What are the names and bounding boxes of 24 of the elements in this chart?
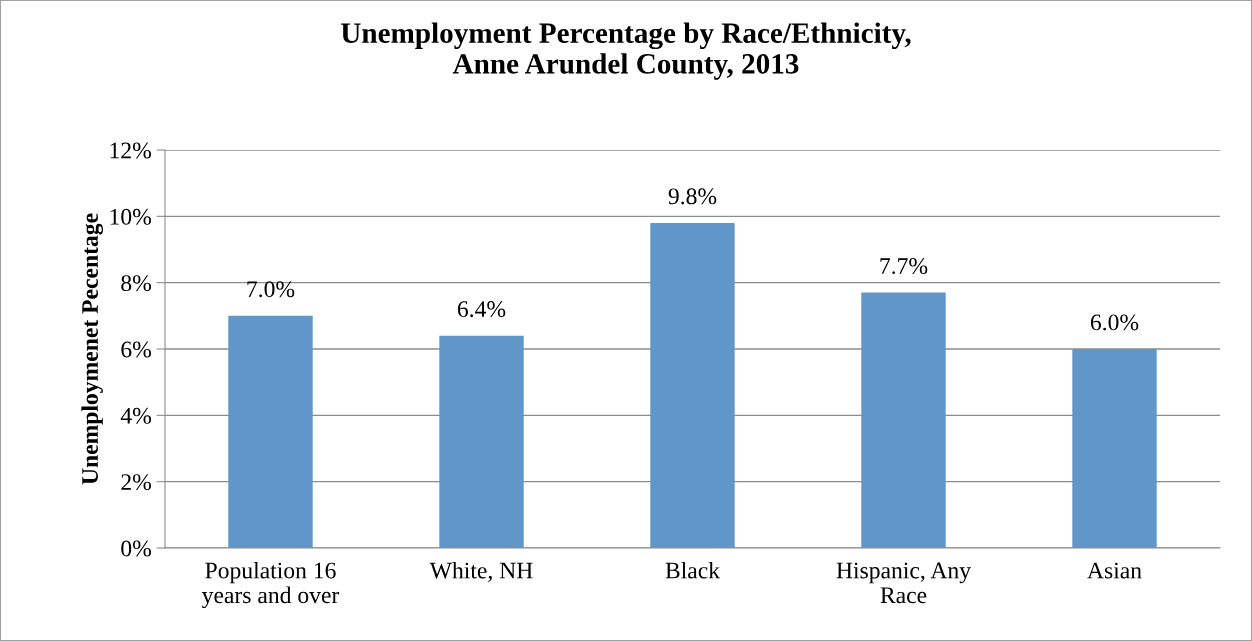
data-label: 6.0% [1090,314,1139,331]
y-tick-label: 4% [120,407,151,424]
data-label: 9.8% [668,188,717,205]
y-tick-label: 10% [110,208,151,225]
y-tick-label: 12% [110,142,151,159]
y-tick-label: 0% [121,540,151,557]
bar [650,222,735,548]
data-label: 7.0% [247,281,295,298]
y-tick-label: 8% [121,275,151,292]
y-tick-label: 2% [121,474,151,491]
y-tick-label: 6% [121,341,151,358]
x-tick-label: Asian [1087,562,1142,579]
x-tick-label: Black [665,561,721,579]
chart-title: Unemployment Percentage by Race/Ethnicity, Anne Arundel County, 2013 [341,22,911,80]
x-tick-label: White, NH [429,561,533,582]
x-tick-label: Population 16 years and over [201,561,340,609]
bar [439,335,524,548]
data-label: 7.7% [880,258,928,275]
y-axis-title: Unemploymenet Pecentage [81,213,103,485]
data-label: 6.4% [457,301,506,318]
x-tick-label: Hispanic, Any Race [836,562,971,604]
bar [1072,349,1157,548]
bar [228,315,313,548]
bar [861,292,946,548]
